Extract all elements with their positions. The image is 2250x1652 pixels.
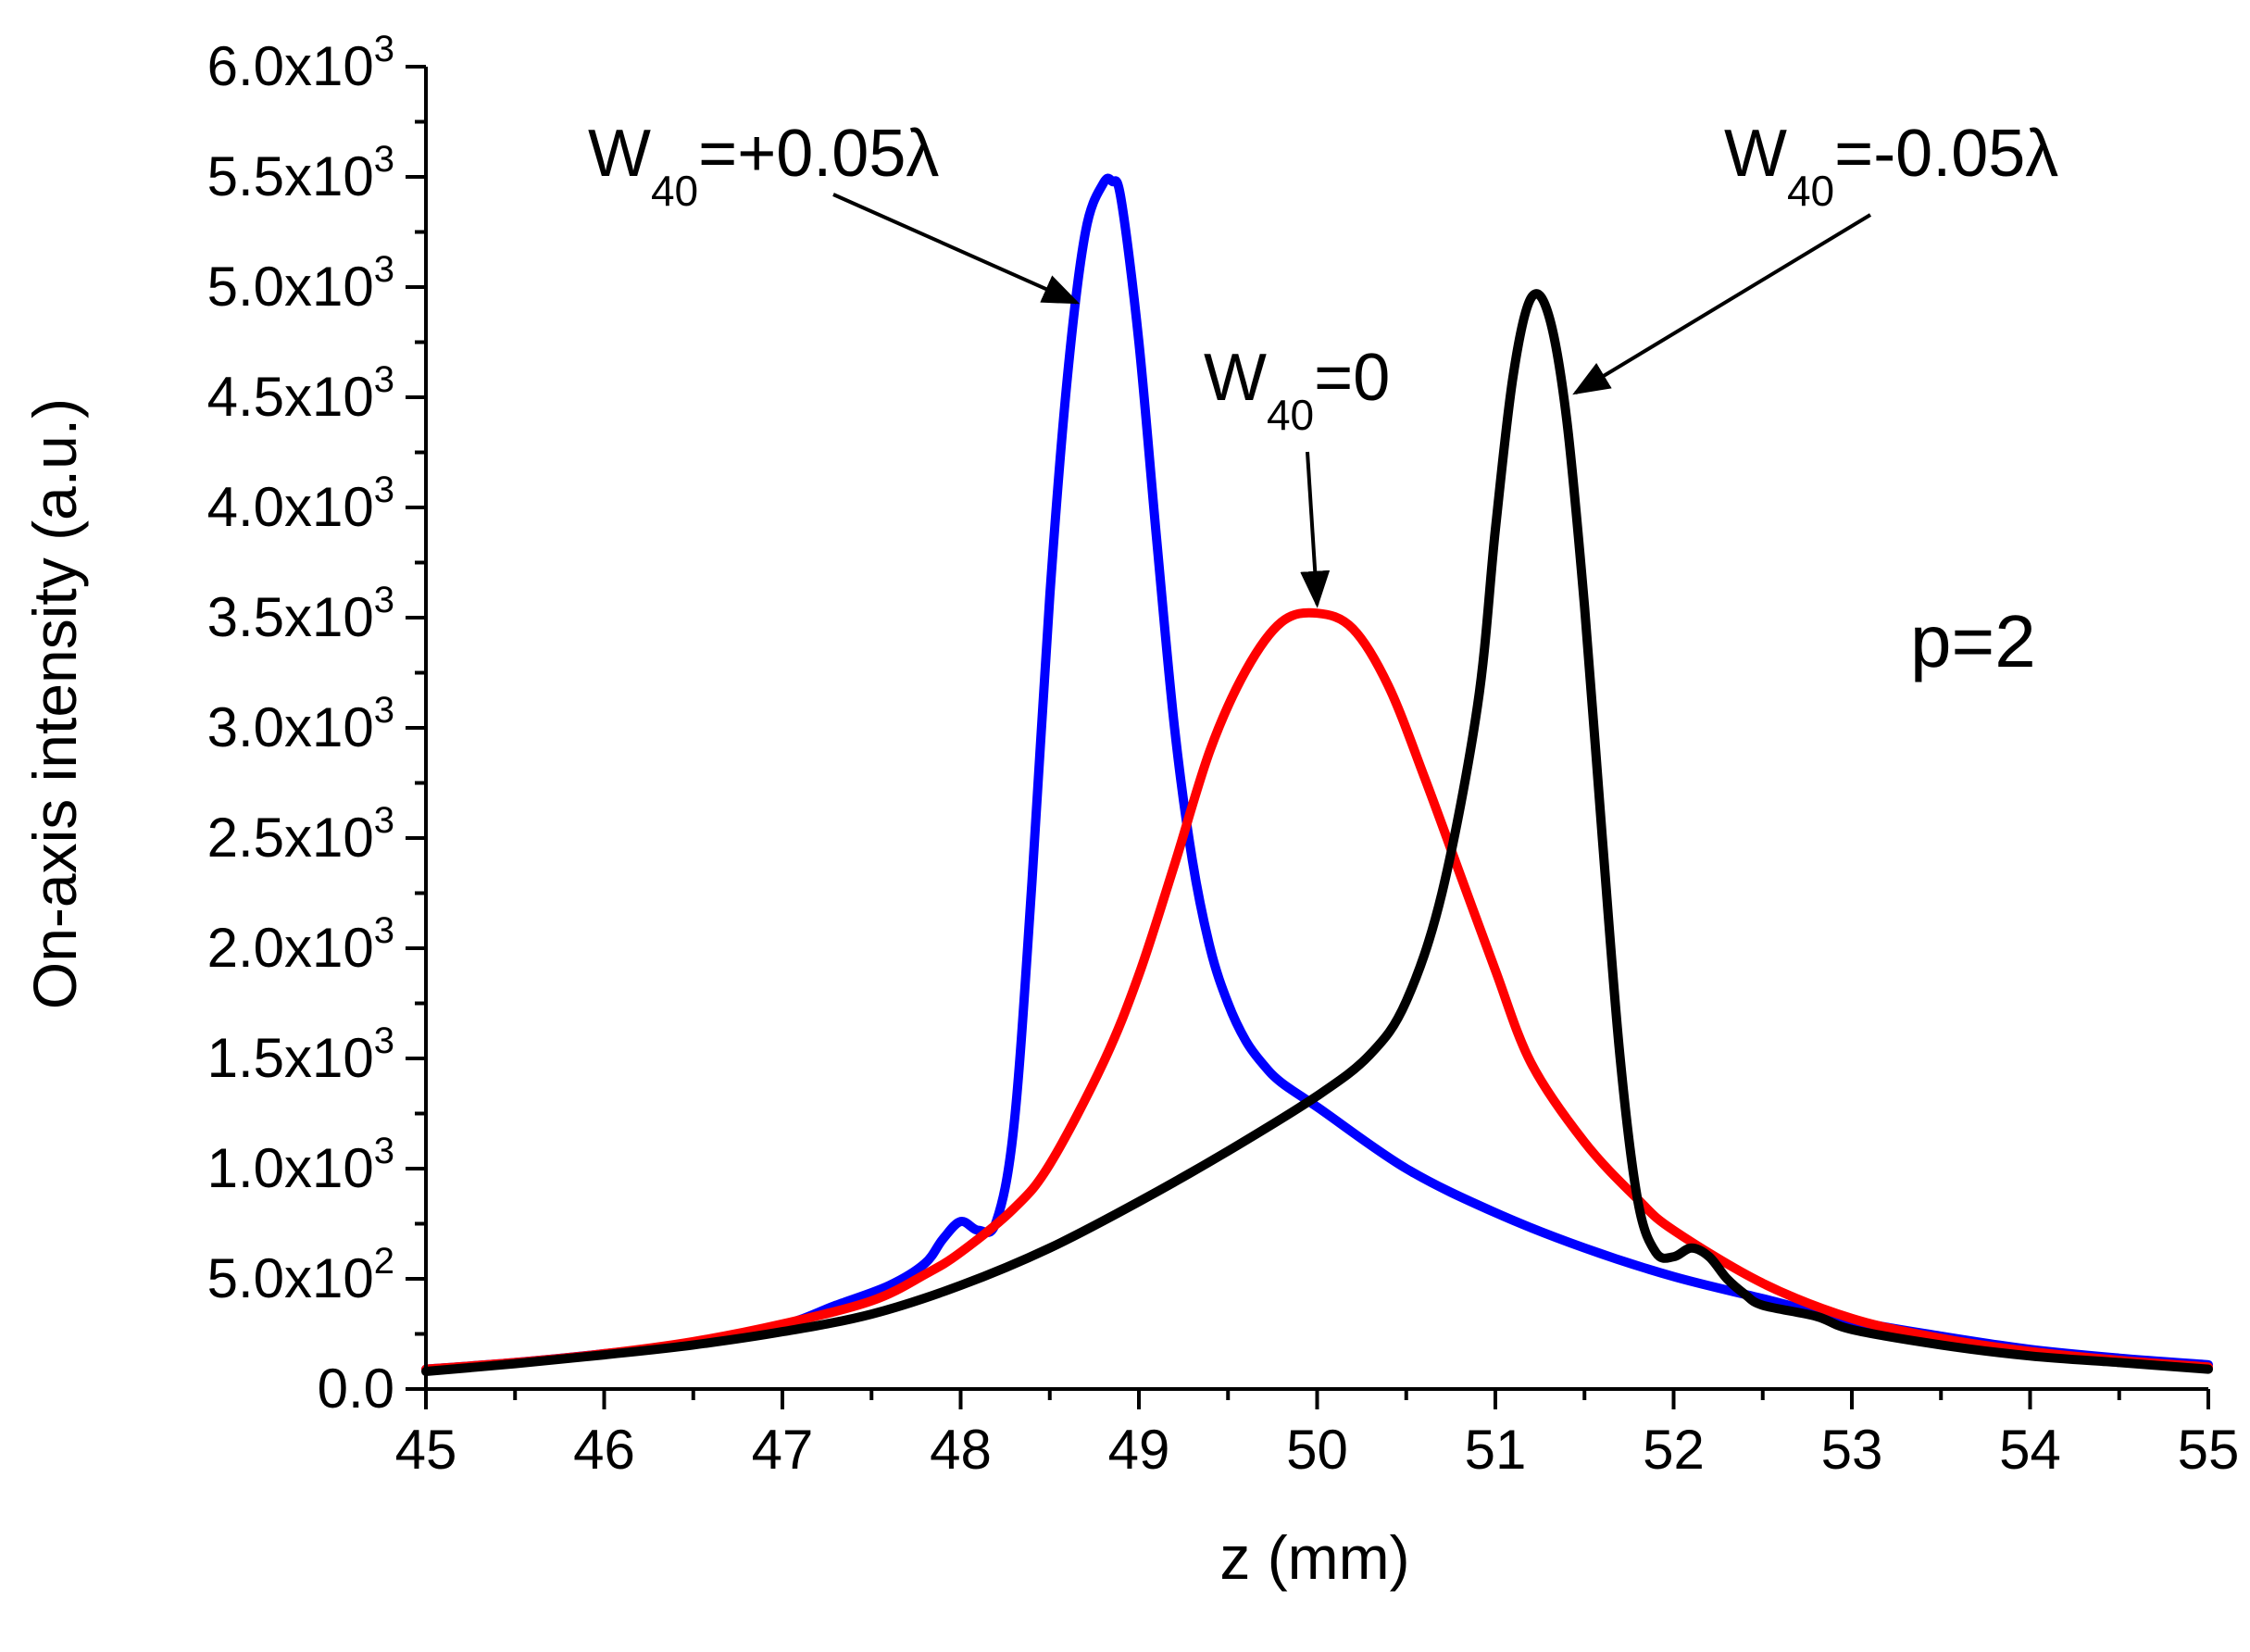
y-tick-label: 1.0x103 xyxy=(207,1131,394,1199)
y-tick-label: 5.0x103 xyxy=(207,249,394,318)
annotation-w40-plus: W40=+0.05λ xyxy=(588,117,1081,305)
x-tick-label: 45 xyxy=(395,1419,457,1481)
x-tick-label: 51 xyxy=(1465,1419,1527,1481)
y-ticks: 0.0 5.0x102 1.0x103 1.5x103 2.0x103 2.5x103 3.… xyxy=(207,29,426,1420)
series-line-w40-zero xyxy=(421,607,2213,1374)
annotation-w40-minus: W40=-0.05λ xyxy=(1572,117,2058,395)
y-tick-label: 2.5x103 xyxy=(207,800,394,869)
annotation-p2: p=2 xyxy=(1910,600,2036,682)
y-tick-label: 3.0x103 xyxy=(207,690,394,758)
y-tick-label: 4.5x103 xyxy=(207,359,394,428)
y-tick-label: 5.0x102 xyxy=(207,1241,394,1309)
y-tick-label: 1.5x103 xyxy=(207,1020,394,1089)
annotation-w40-minus-arrow xyxy=(1572,213,1872,395)
annotation-w40-zero: W40=0 xyxy=(1204,341,1390,608)
x-tick-label: 47 xyxy=(752,1419,814,1481)
x-ticks: 45 46 47 48 49 50 51 52 53 54 55 xyxy=(395,1389,2240,1481)
series-group xyxy=(421,173,2213,1376)
annotation-w40-plus-arrow xyxy=(832,193,1081,305)
x-tick-label: 52 xyxy=(1643,1419,1705,1481)
y-tick-label: 4.0x103 xyxy=(207,469,394,538)
y-tick-label: 6.0x103 xyxy=(207,29,394,97)
annotation-w40-zero-arrow xyxy=(1300,451,1331,608)
series-line-w40-minus xyxy=(421,289,2213,1376)
y-tick-label: 3.5x103 xyxy=(207,580,394,648)
x-tick-label: 54 xyxy=(1999,1419,2061,1481)
x-tick-label: 46 xyxy=(573,1419,635,1481)
y-tick-label: 2.0x103 xyxy=(207,910,394,979)
annotation-w40-minus-label: W40=-0.05λ xyxy=(1724,117,2058,215)
x-tick-label: 49 xyxy=(1108,1419,1170,1481)
x-tick-label: 53 xyxy=(1821,1419,1883,1481)
y-tick-label: 0.0 xyxy=(318,1358,394,1420)
y-axis-title: On-axis intensity (a.u.) xyxy=(20,398,89,1009)
x-tick-label: 48 xyxy=(930,1419,992,1481)
y-tick-label: 5.5x103 xyxy=(207,139,394,207)
x-tick-label: 55 xyxy=(2178,1419,2240,1481)
annotation-w40-plus-label: W40=+0.05λ xyxy=(588,117,939,215)
series-line-w40-plus xyxy=(421,173,2213,1374)
x-tick-label: 50 xyxy=(1286,1419,1348,1481)
annotation-w40-zero-label: W40=0 xyxy=(1204,341,1390,439)
x-axis-title: z (mm) xyxy=(1219,1523,1409,1592)
